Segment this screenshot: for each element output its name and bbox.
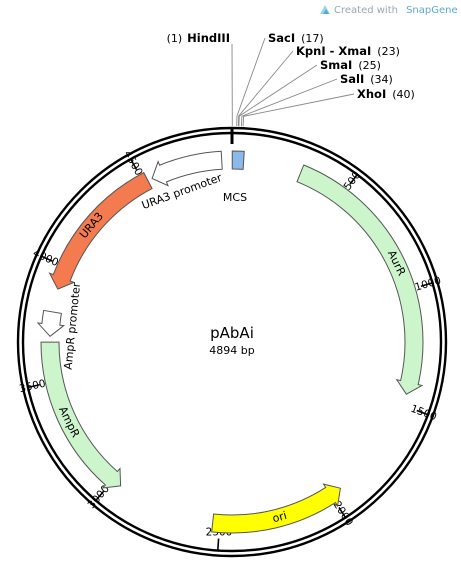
feature-label-ori: ori (271, 509, 288, 525)
backbone (16, 126, 448, 558)
site-position: (1) (167, 32, 183, 45)
site-saci: SacI (17) (236, 31, 324, 127)
restriction-sites: (1) HindIII SacI (17)KpnI - XmaI (23) SmaI (25… (167, 31, 415, 127)
feature-label-ampr-promoter: AmpR promoter (62, 282, 84, 371)
svg-text:XhoI(40): XhoI (40) (357, 87, 415, 101)
feature-mcs (231, 150, 245, 170)
site-smai: SmaI (25) (238, 58, 381, 127)
site-position: (23) (377, 45, 400, 58)
site-name: SmaI (320, 58, 352, 72)
tick-mark-3000 (95, 490, 105, 502)
svg-text:(1)HindIII: (1) HindIII (167, 31, 230, 45)
tick-label-1500: 1500 (409, 403, 438, 424)
svg-text:KpnI - XmaI(23): KpnI - XmaI (23) (296, 44, 400, 58)
tick-label-4000: 4000 (31, 247, 60, 269)
site-position: (17) (301, 32, 324, 45)
tick-label-3500: 3500 (18, 378, 47, 396)
tick-mark-1500 (416, 409, 429, 416)
svg-text:SalI(34): SalI (34) (340, 72, 393, 86)
tick-mark-4500 (130, 158, 138, 171)
site-name: SacI (268, 31, 295, 45)
feature-ura3 (48, 171, 153, 290)
tick-mark-3500 (27, 383, 40, 389)
site-name: XhoI (357, 87, 386, 101)
feature-ori (211, 483, 341, 534)
site-position: (40) (392, 88, 415, 101)
svg-text:SacI(17): SacI (17) (268, 31, 324, 45)
plasmid-size: 4894 bp (209, 344, 254, 357)
feature-label-mcs: MCS (223, 191, 247, 204)
snapgene-credit: Created with SnapGene ® (320, 0, 461, 17)
site-sali: SalI (34) (240, 72, 393, 127)
site-name: HindIII (187, 31, 230, 45)
feature-ampr (40, 341, 122, 489)
tick-mark-1000 (420, 282, 433, 288)
feature-ampr-promoter (36, 309, 66, 337)
tick-mark-500 (349, 174, 358, 185)
site-kpni-xmai: KpnI - XmaI (23) (237, 44, 400, 127)
site-name: SalI (340, 72, 364, 86)
feature-aurr (296, 164, 424, 395)
site-hindiii: (1) HindIII (167, 31, 233, 127)
credit-brand: SnapGene (406, 5, 458, 16)
site-position: (34) (370, 73, 393, 86)
tick-label-1000: 1000 (413, 275, 442, 294)
site-xhoi: XhoI (40) (242, 87, 415, 127)
feature-ura3-promoter (151, 150, 223, 187)
site-name: KpnI - XmaI (296, 44, 371, 58)
tick-mark-2000 (338, 507, 347, 518)
plasmid-name: pAbAi (210, 324, 254, 342)
site-position: (25) (358, 59, 381, 72)
svg-text:Created with SnapGene: Created with SnapGene ® (334, 0, 461, 17)
credit-text: Created with (334, 5, 398, 16)
svg-text:SmaI(25): SmaI (25) (320, 58, 381, 72)
tick-mark-4000 (41, 255, 53, 262)
snapgene-logo-icon (320, 5, 330, 14)
tick-mark-2500 (216, 538, 220, 551)
